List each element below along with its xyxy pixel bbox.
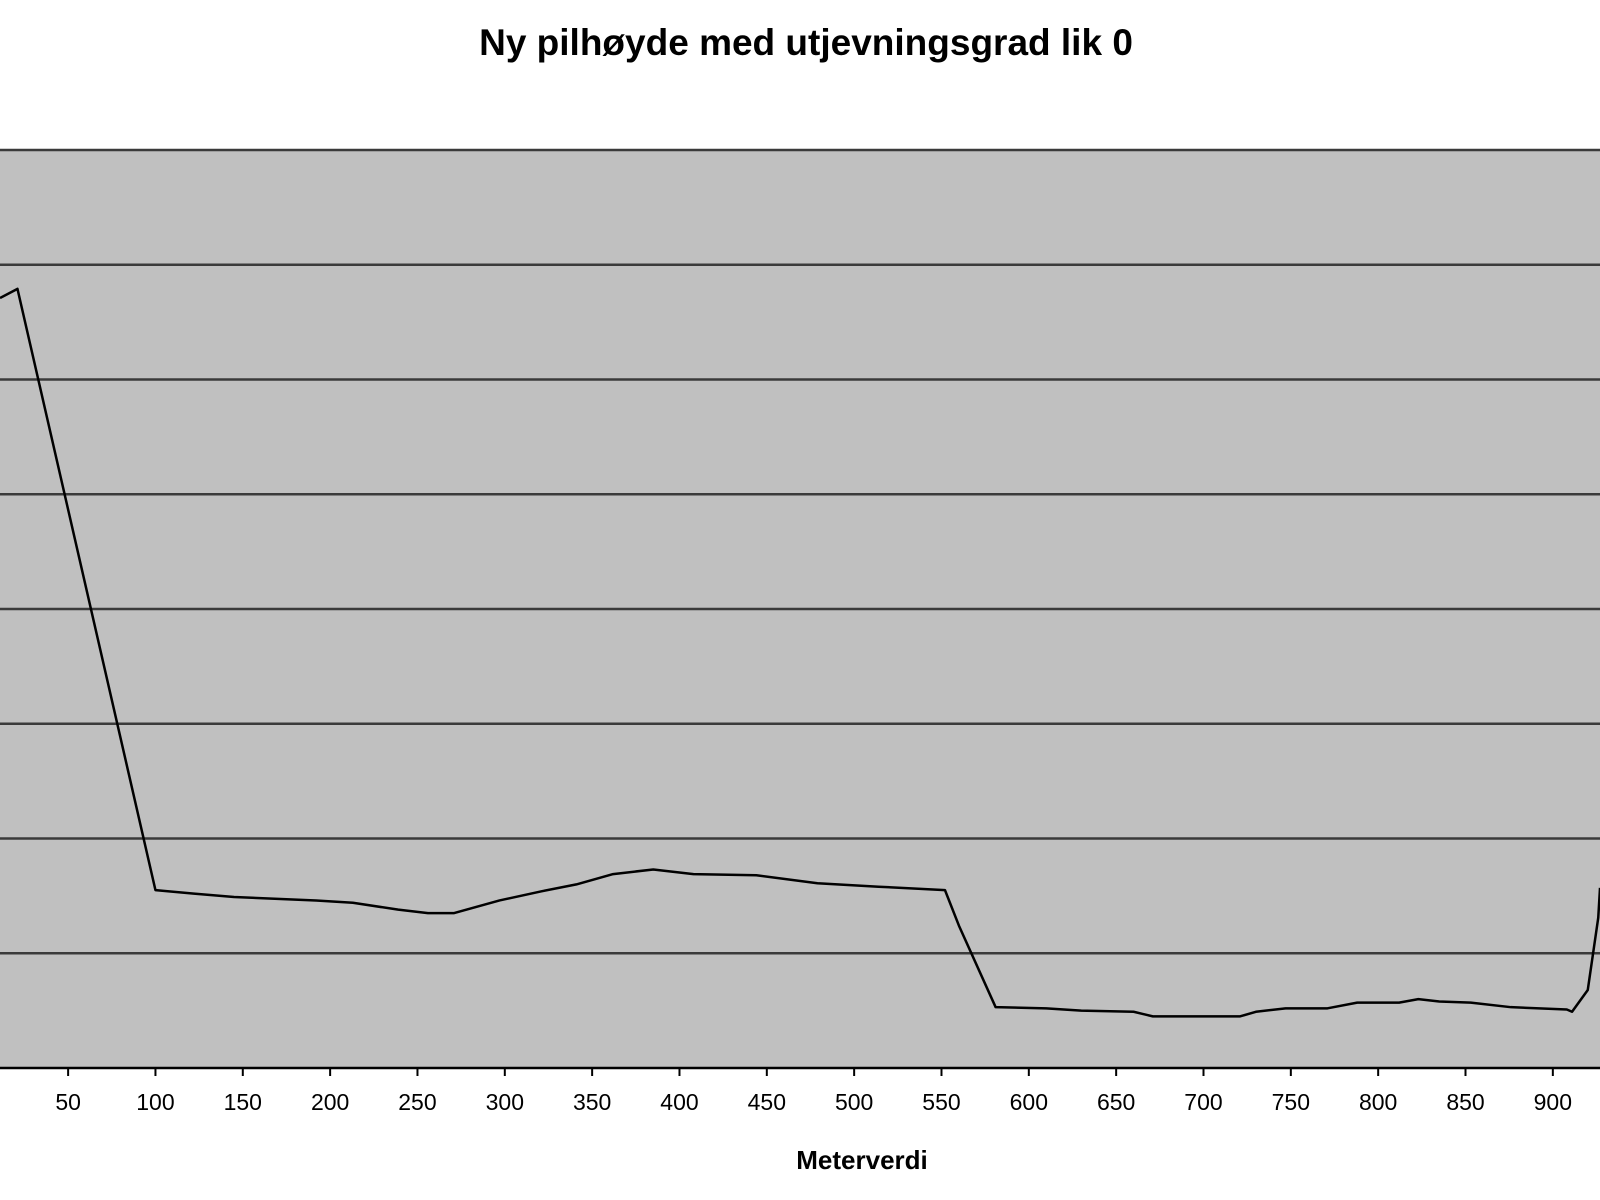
x-tick-label: 450 [748,1089,786,1115]
x-tick-label: 250 [398,1089,436,1115]
x-tick-label: 600 [1010,1089,1048,1115]
x-tick-label: 300 [486,1089,524,1115]
x-tick-label: 150 [224,1089,262,1115]
x-tick-label: 100 [136,1089,174,1115]
x-tick-label: 500 [835,1089,873,1115]
x-tick-label: 850 [1446,1089,1484,1115]
line-series [0,287,1600,1018]
x-tick-label: 550 [922,1089,960,1115]
x-tick-label: 800 [1359,1089,1397,1115]
x-tick-label: 900 [1534,1089,1572,1115]
x-axis-label: Meterverdi [796,1145,928,1175]
x-tick-label: 400 [660,1089,698,1115]
x-tick-label: 750 [1272,1089,1310,1115]
x-tick-label: 50 [55,1089,81,1115]
x-tick-label: 700 [1184,1089,1222,1115]
x-tick-label: 650 [1097,1089,1135,1115]
x-tick-label: 350 [573,1089,611,1115]
x-tick-label: 200 [311,1089,349,1115]
chart-title: Ny pilhøyde med utjevningsgrad lik 0 [479,22,1133,63]
